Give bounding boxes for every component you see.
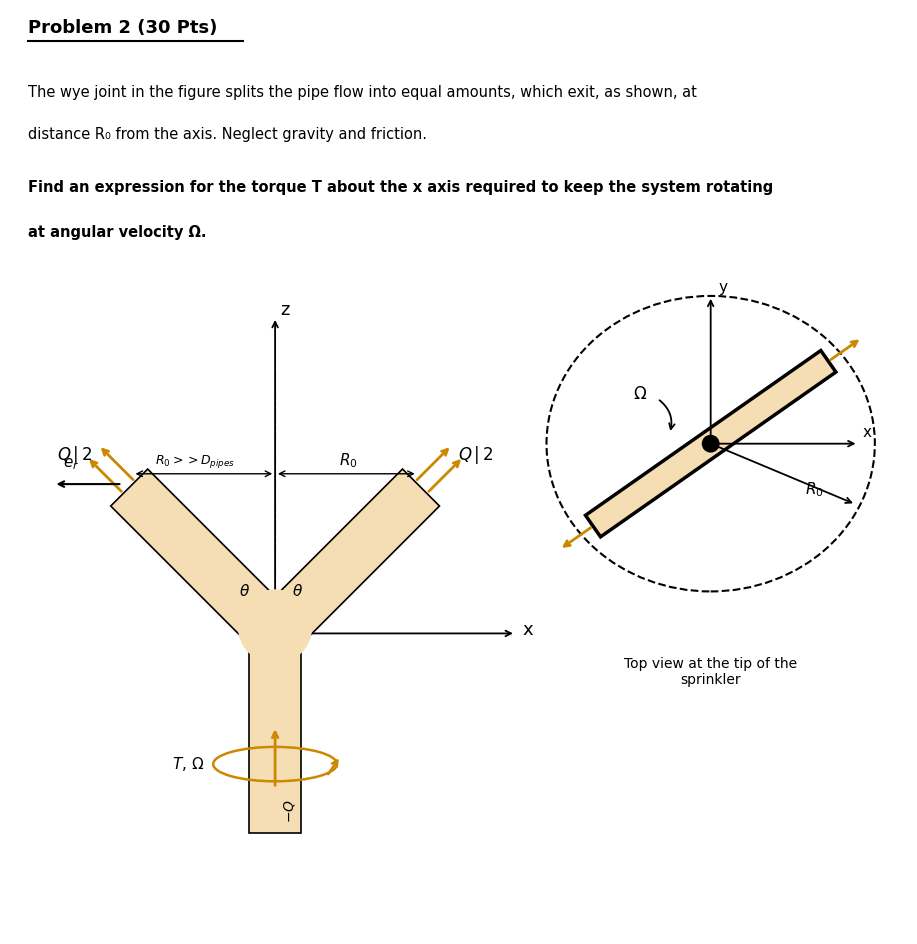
Text: $R_0 >> D_{pipes}$: $R_0 >> D_{pipes}$ [155, 453, 236, 470]
Text: $\theta$: $\theta$ [239, 582, 250, 598]
Text: x: x [523, 621, 534, 639]
Text: $R_0$: $R_0$ [805, 480, 823, 499]
Text: $e_r$: $e_r$ [62, 456, 79, 472]
Text: Problem 2 (30 Pts): Problem 2 (30 Pts) [28, 19, 217, 37]
Polygon shape [585, 350, 836, 537]
Text: $\Omega$: $\Omega$ [633, 384, 646, 402]
Text: $\theta$: $\theta$ [292, 582, 303, 598]
Text: $-Q$: $-Q$ [282, 799, 297, 822]
Text: $Q\,|\,2$: $Q\,|\,2$ [57, 445, 92, 466]
Polygon shape [249, 606, 301, 833]
Text: Top view at the tip of the
sprinkler: Top view at the tip of the sprinkler [624, 657, 797, 687]
Text: $T,\,\Omega$: $T,\,\Omega$ [171, 755, 204, 773]
Polygon shape [257, 469, 439, 652]
Text: x: x [863, 425, 871, 440]
Text: y: y [718, 279, 727, 295]
Text: distance R₀ from the axis. Neglect gravity and friction.: distance R₀ from the axis. Neglect gravi… [28, 126, 426, 142]
Text: Find an expression for the torque T about the x axis required to keep the system: Find an expression for the torque T abou… [28, 179, 773, 194]
Text: z: z [281, 301, 290, 319]
Text: at angular velocity Ω.: at angular velocity Ω. [28, 225, 206, 240]
Polygon shape [111, 469, 293, 652]
Text: $R_0$: $R_0$ [338, 451, 358, 470]
Circle shape [702, 435, 719, 452]
Text: $Q\,|\,2$: $Q\,|\,2$ [458, 445, 493, 466]
Text: The wye joint in the figure splits the pipe flow into equal amounts, which exit,: The wye joint in the figure splits the p… [28, 85, 696, 99]
Circle shape [238, 590, 312, 663]
